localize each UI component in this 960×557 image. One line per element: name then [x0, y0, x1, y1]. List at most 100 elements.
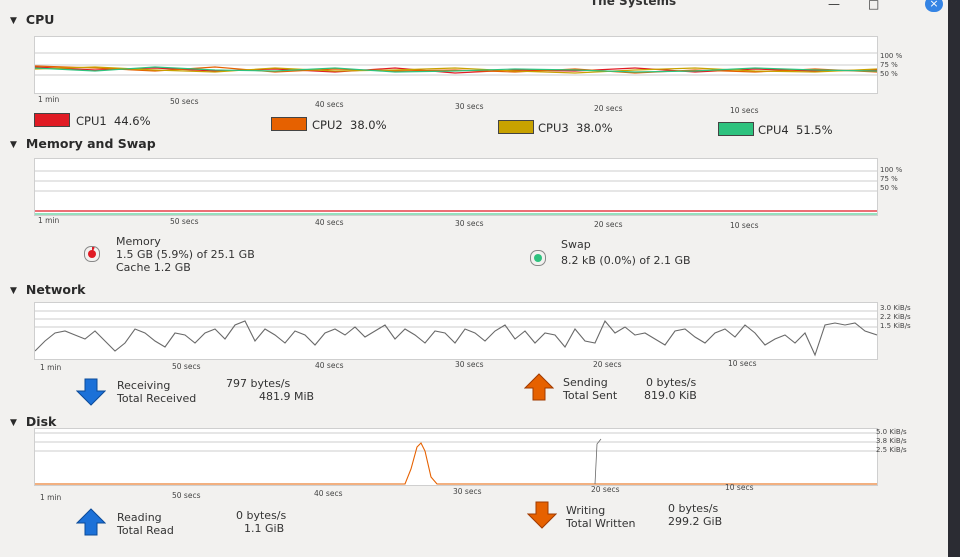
time-label: 50 secs: [170, 217, 199, 226]
time-label: 10 secs: [730, 106, 759, 115]
memory-pie-icon[interactable]: [84, 246, 100, 262]
close-button[interactable]: ×: [925, 0, 943, 12]
time-label: 1 min: [38, 216, 60, 225]
arrow-up-icon[interactable]: [524, 372, 554, 402]
sending-label: Sending: [563, 376, 608, 389]
cpu4-label: CPU4: [758, 123, 789, 137]
disk-history-svg: [35, 432, 877, 485]
time-label: 50 secs: [172, 491, 201, 500]
swap-info: Swap 8.2 kB (0.0%) of 2.1 GB: [561, 238, 691, 267]
swap-pie-fill: [534, 254, 542, 262]
memory-section-title: Memory and Swap: [25, 136, 156, 151]
scale-label: 50 %: [880, 184, 898, 192]
time-label: 40 secs: [314, 489, 343, 498]
memory-section-toggle[interactable]: ▼ Memory and Swap: [10, 136, 156, 151]
memory-label: Memory: [116, 235, 161, 248]
time-label: 10 secs: [725, 483, 754, 492]
arrow-up-icon[interactable]: [76, 507, 106, 537]
receiving-rate: 797 bytes/s: [226, 377, 291, 390]
scale-label: 3.0 KiB/s: [880, 304, 911, 312]
time-label: 50 secs: [170, 97, 199, 106]
reading-label: Reading: [117, 511, 162, 524]
disk-scale: 5.0 KiB/s 3.8 KiB/s 2.5 KiB/s: [876, 428, 907, 455]
memory-history-svg: [35, 170, 877, 215]
time-label: 30 secs: [455, 219, 484, 228]
chevron-down-icon: ▼: [10, 418, 17, 428]
scale-label: 1.5 KiB/s: [880, 322, 911, 330]
total-received-label: Total Received: [117, 392, 197, 405]
writing-label: Writing: [566, 504, 606, 517]
chevron-down-icon: ▼: [10, 286, 17, 296]
network-section-title: Network: [25, 282, 86, 297]
cpu3-value: 38.0%: [576, 121, 613, 135]
time-label: 10 secs: [730, 221, 759, 230]
cpu4-color-swatch[interactable]: [718, 122, 754, 136]
receiving-values: 797 bytes/s 481.9 MiB: [226, 377, 314, 403]
total-sent-value: 819.0 KiB: [644, 389, 697, 402]
cpu1-value: 44.6%: [114, 114, 151, 128]
chevron-down-icon: ▼: [10, 140, 17, 150]
cpu-history-svg: [35, 52, 877, 76]
cpu3-legend: CPU3 38.0%: [538, 121, 613, 135]
swap-usage: 8.2 kB (0.0%) of 2.1 GB: [561, 254, 691, 267]
receiving-label: Receiving: [117, 379, 171, 392]
writing-rate: 0 bytes/s: [668, 502, 719, 515]
total-written-value: 299.2 GiB: [668, 515, 723, 528]
cpu2-value: 38.0%: [350, 118, 387, 132]
chevron-down-icon: ▼: [10, 16, 17, 26]
disk-history-graph: [34, 428, 878, 486]
disk-section-title: Disk: [25, 414, 57, 429]
time-label: 1 min: [40, 363, 62, 372]
time-label: 30 secs: [453, 487, 482, 496]
cpu1-label: CPU1: [76, 114, 107, 128]
arrow-down-icon[interactable]: [527, 500, 557, 530]
total-written-label: Total Written: [566, 517, 636, 530]
time-label: 50 secs: [172, 362, 201, 371]
time-label: 20 secs: [594, 104, 623, 113]
network-history-svg: [35, 310, 877, 357]
time-label: 40 secs: [315, 218, 344, 227]
memory-cache: Cache 1.2 GB: [116, 261, 191, 274]
time-label: 20 secs: [591, 485, 620, 494]
swap-pie-icon[interactable]: [530, 250, 546, 266]
scale-label: 100 %: [880, 52, 903, 60]
scale-label: 50 %: [880, 70, 898, 78]
cpu1-legend: CPU1 44.6%: [76, 114, 151, 128]
time-label: 30 secs: [455, 360, 484, 369]
scale-label: 75 %: [880, 61, 898, 69]
scale-label: 75 %: [880, 175, 898, 183]
cpu-section-title: CPU: [25, 12, 55, 27]
swap-label: Swap: [561, 238, 591, 251]
cpu3-color-swatch[interactable]: [498, 120, 534, 134]
memory-info: Memory 1.5 GB (5.9%) of 25.1 GB Cache 1.…: [116, 235, 255, 274]
reading-info: Reading Total Read: [117, 511, 174, 537]
network-scale: 3.0 KiB/s 2.2 KiB/s 1.5 KiB/s: [880, 304, 911, 331]
maximize-button[interactable]: □: [868, 0, 880, 11]
cpu2-color-swatch[interactable]: [271, 117, 307, 131]
window-title: The Systems: [590, 0, 677, 8]
reading-rate: 0 bytes/s: [236, 509, 287, 522]
network-history-graph: [34, 302, 878, 360]
scale-label: 3.8 KiB/s: [876, 437, 907, 445]
minimize-button[interactable]: —: [828, 0, 840, 11]
time-label: 40 secs: [315, 100, 344, 109]
cpu4-value: 51.5%: [796, 123, 833, 137]
writing-info: Writing Total Written: [566, 504, 636, 530]
cpu1-color-swatch[interactable]: [34, 113, 70, 127]
time-label: 20 secs: [593, 360, 622, 369]
memory-history-graph: [34, 158, 878, 216]
sending-rate: 0 bytes/s: [646, 376, 697, 389]
cpu-section-toggle[interactable]: ▼ CPU: [10, 12, 54, 27]
receiving-info: Receiving Total Received: [117, 379, 196, 405]
cpu-history-graph: [34, 36, 878, 94]
scale-label: 100 %: [880, 166, 903, 174]
disk-section-toggle[interactable]: ▼ Disk: [10, 414, 56, 429]
cpu3-label: CPU3: [538, 121, 569, 135]
cpu2-legend: CPU2 38.0%: [312, 118, 387, 132]
time-label: 1 min: [40, 493, 62, 502]
memory-scale: 100 % 75 % 50 %: [880, 166, 902, 193]
arrow-down-icon[interactable]: [76, 377, 106, 407]
cpu-scale: 100 % 75 % 50 %: [880, 52, 902, 79]
scale-label: 5.0 KiB/s: [876, 428, 907, 436]
network-section-toggle[interactable]: ▼ Network: [10, 282, 85, 297]
